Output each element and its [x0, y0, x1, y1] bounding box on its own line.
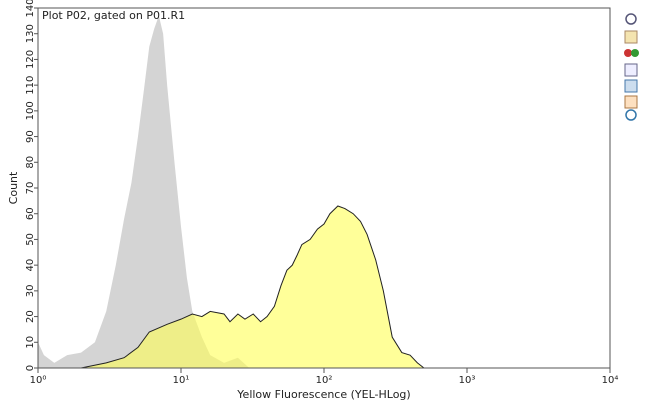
y-tick-label: 40 — [25, 259, 36, 272]
histogram-area — [38, 15, 250, 368]
y-tick-label: 20 — [25, 310, 36, 323]
print-icon[interactable] — [624, 95, 638, 109]
y-tick-label: 120 — [25, 50, 36, 69]
zoom-icon[interactable] — [625, 13, 637, 25]
y-tick-label: 0 — [25, 365, 36, 371]
toolbar[interactable] — [624, 13, 639, 121]
x-tick-label: 10² — [316, 375, 333, 386]
x-tick-label: 10¹ — [173, 375, 190, 386]
y-tick-label: 10 — [25, 336, 36, 349]
y-axis-label: Count — [7, 171, 20, 204]
y-tick-label: 60 — [25, 207, 36, 220]
chart-title: Plot P02, gated on P01.R1 — [42, 9, 185, 22]
x-axis-label: Yellow Fluorescence (YEL-HLog) — [236, 388, 410, 401]
x-tick-label: 10⁴ — [602, 375, 619, 386]
x-tick-label: 10⁰ — [30, 375, 47, 386]
color-icon[interactable] — [624, 49, 632, 57]
y-tick-label: 80 — [25, 156, 36, 169]
search-icon[interactable] — [625, 109, 637, 121]
y-tick-label: 90 — [25, 130, 36, 143]
grid-icon[interactable] — [624, 79, 638, 93]
x-tick-label: 10³ — [459, 375, 476, 386]
y-tick-label: 70 — [25, 182, 36, 195]
color-icon-2[interactable] — [631, 49, 639, 57]
y-tick-label: 110 — [25, 76, 36, 95]
y-tick-label: 100 — [25, 101, 36, 120]
y-tick-label: 140 — [25, 0, 36, 18]
copy-icon[interactable] — [624, 30, 638, 44]
y-tick-label: 50 — [25, 233, 36, 246]
y-tick-label: 30 — [25, 284, 36, 297]
histogram-area — [80, 205, 426, 369]
export-icon[interactable] — [624, 63, 638, 77]
y-tick-label: 130 — [25, 24, 36, 43]
